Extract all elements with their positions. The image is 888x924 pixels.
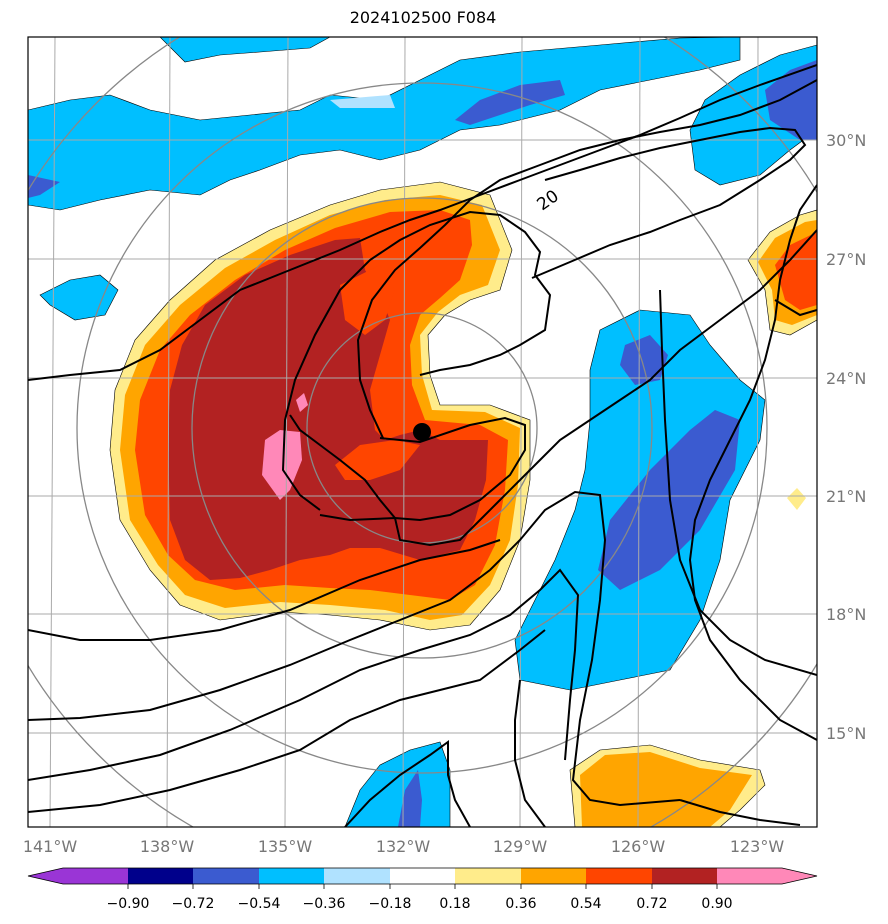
- contour-east3: [688, 184, 817, 741]
- lat-label: 30°N: [826, 131, 866, 150]
- contour-h: [28, 629, 546, 813]
- royal-blue-west: [28, 175, 60, 198]
- map-frame: [27, 36, 818, 828]
- range-rings: [28, 37, 817, 827]
- lat-label: 24°N: [826, 369, 866, 388]
- contour-east2: [659, 289, 817, 676]
- lat-label: 27°N: [826, 250, 866, 269]
- lon-label: 135°W: [258, 837, 313, 856]
- contour-e: [28, 539, 501, 641]
- map-title: 2024102500 F084: [349, 8, 497, 27]
- yellow-small-east: [787, 488, 806, 510]
- contour-spiral: [281, 210, 552, 511]
- colorbar: −0.90 −0.72 −0.54 −0.36 −0.18 0.18 0.36 …: [27, 867, 818, 912]
- lon-label: 138°W: [140, 837, 195, 856]
- contour-inner: [289, 414, 526, 522]
- colorbar-tick-label: −0.54: [238, 896, 281, 912]
- colorbar-segment: [586, 868, 652, 884]
- royal-blue-ne: [765, 60, 817, 140]
- storm-center-marker: [413, 423, 431, 441]
- contour-d: [531, 126, 807, 279]
- red-inner-fill: [340, 265, 395, 335]
- lon-label: 129°W: [493, 837, 548, 856]
- colorbar-segment: [521, 868, 586, 884]
- colorbar-segment: [193, 868, 259, 884]
- colorbar-tick-label: −0.18: [369, 896, 412, 912]
- contour-g: [28, 568, 580, 781]
- lon-label: 132°W: [376, 837, 431, 856]
- lat-label: 15°N: [826, 724, 866, 743]
- blue-band-north: [28, 37, 741, 211]
- royal-blue-band: [455, 80, 565, 125]
- colorbar-segment: [390, 868, 455, 884]
- contour-c: [319, 229, 817, 547]
- map-area: 20: [28, 37, 817, 827]
- royal-blue-south: [398, 770, 422, 827]
- colorbar-segment: [63, 868, 128, 884]
- positive-shading: [109, 181, 817, 827]
- lon-label: 123°W: [730, 837, 785, 856]
- lon-labels: 141°W 138°W 135°W 132°W 129°W 126°W 123°…: [23, 837, 785, 856]
- colorbar-extend-low: [28, 868, 63, 884]
- red-orange-east: [775, 232, 817, 310]
- colorbar-tick-label: 0.90: [701, 896, 732, 912]
- colorbar-segment: [455, 868, 521, 884]
- colorbar-tick-label: 0.18: [439, 896, 470, 912]
- blue-small-west: [330, 95, 395, 108]
- colorbar-segment: [717, 868, 782, 884]
- lon-label: 126°W: [611, 837, 666, 856]
- contour-b: [356, 79, 817, 439]
- colorbar-segment: [259, 868, 324, 884]
- colorbar-segment: [324, 868, 390, 884]
- orange-notch: [335, 440, 420, 480]
- contour-south2: [514, 679, 546, 827]
- dark-red-main: [168, 238, 488, 580]
- contour-south: [344, 740, 471, 827]
- lat-labels: 30°N 27°N 24°N 21°N 18°N 15°N: [826, 131, 866, 743]
- colorbar-tick-label: 0.54: [570, 896, 601, 912]
- contour-f: [28, 490, 681, 807]
- graticule: [28, 37, 817, 827]
- colorbar-tick-label: 0.36: [505, 896, 536, 912]
- pink-small: [296, 393, 308, 412]
- lon-label: 141°W: [23, 837, 78, 856]
- colorbar-tick-label: −0.90: [107, 896, 150, 912]
- contour-a: [28, 64, 817, 381]
- colorbar-segment: [652, 868, 717, 884]
- colorbar-extend-high: [782, 868, 817, 884]
- colorbar-segment: [128, 868, 193, 884]
- contour-east1: [679, 799, 801, 826]
- royal-blue-east-small: [620, 335, 668, 385]
- contour-east4: [774, 299, 817, 317]
- colorbar-tick-label: −0.72: [172, 896, 215, 912]
- blue-south: [344, 741, 451, 827]
- lat-label: 18°N: [826, 605, 866, 624]
- colorbar-tick-label: 0.72: [636, 896, 667, 912]
- colorbar-tick-label: −0.36: [303, 896, 346, 912]
- height-contours: [28, 64, 817, 827]
- negative-shading: [28, 37, 817, 827]
- lat-label: 21°N: [826, 487, 866, 506]
